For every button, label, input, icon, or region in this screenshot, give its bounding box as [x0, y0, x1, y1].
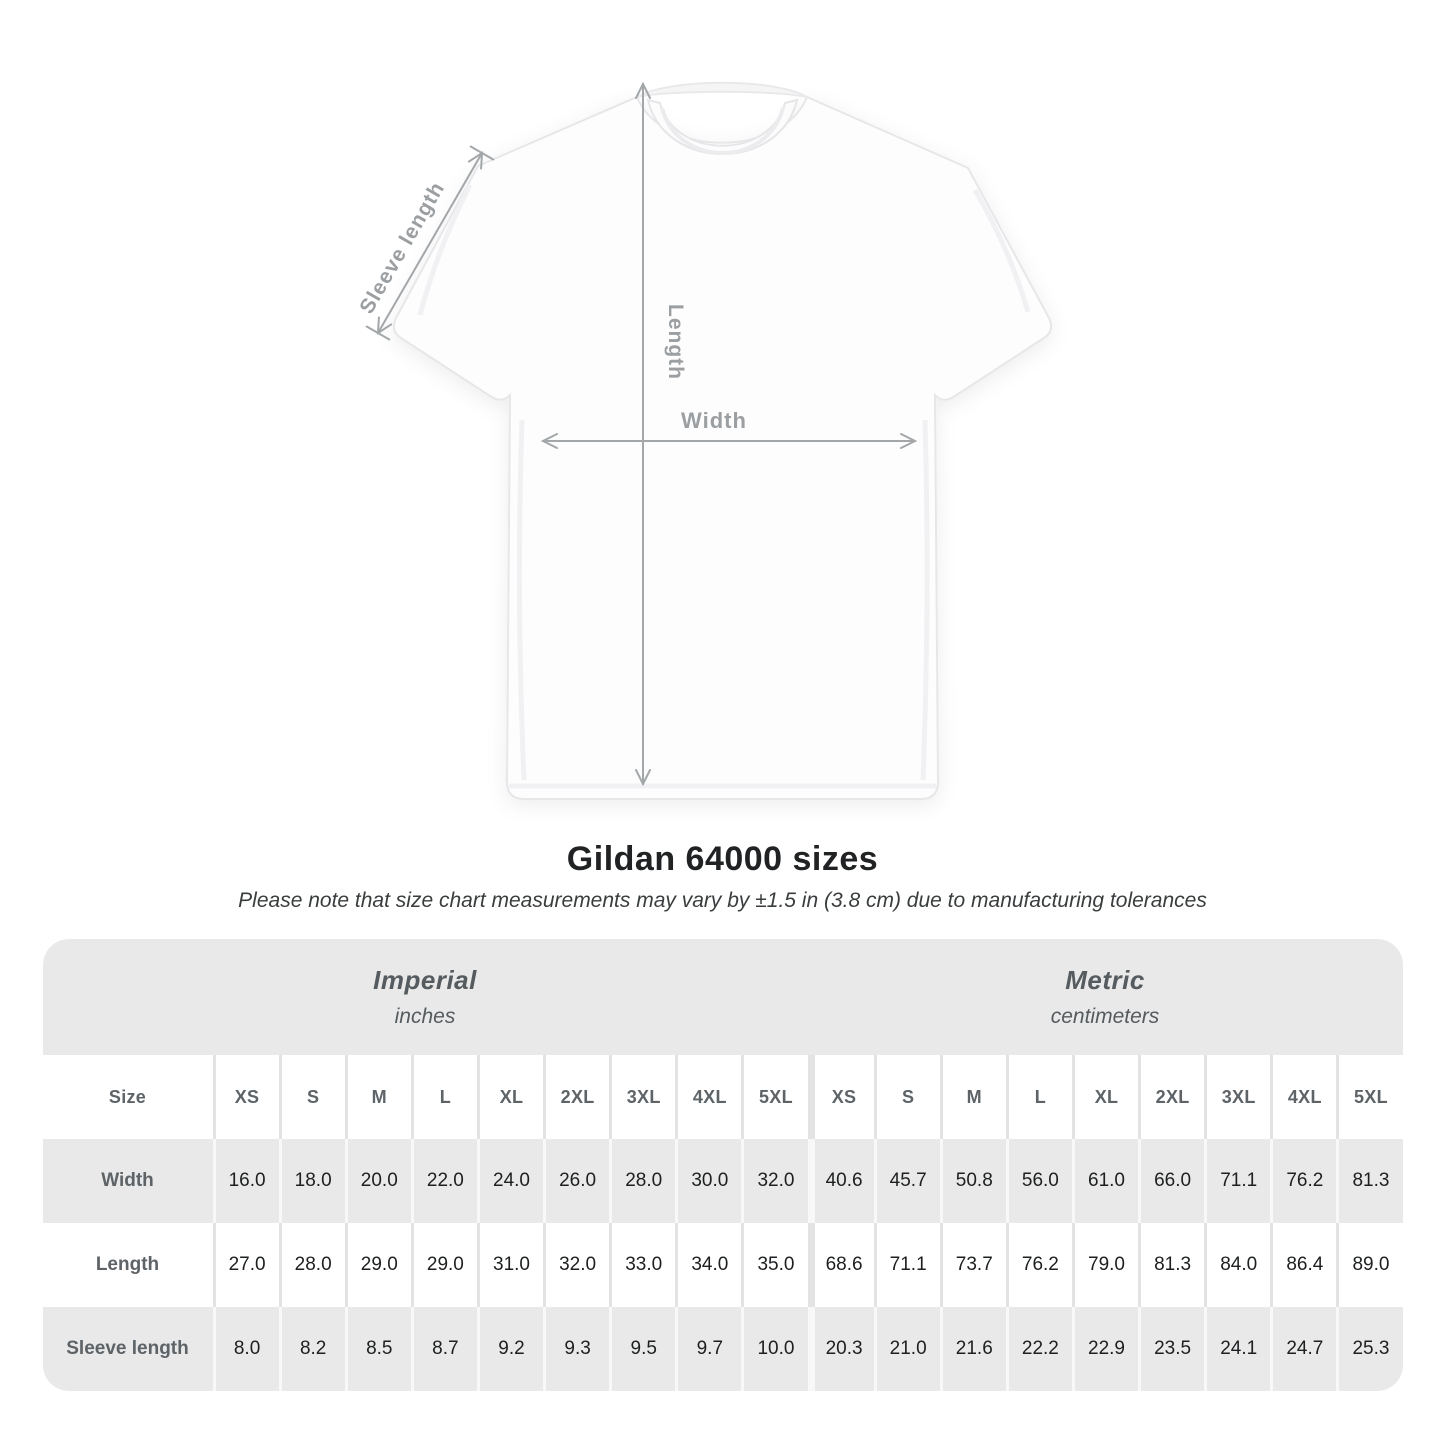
value-cell: 76.2 [1005, 1223, 1072, 1307]
value-cell: 25.3 [1336, 1307, 1403, 1391]
value-cell: 21.6 [939, 1307, 1006, 1391]
value-cell: 26.0 [543, 1139, 610, 1223]
value-cell: 18.0 [278, 1139, 345, 1223]
value-cell: 68.6 [807, 1223, 874, 1307]
value-cell: 35.0 [741, 1223, 808, 1307]
metric-unit: centimeters [1050, 1005, 1160, 1028]
col-header: M [939, 1055, 1006, 1139]
value-cell: 8.5 [344, 1307, 411, 1391]
value-cell: 20.0 [344, 1139, 411, 1223]
value-cell: 32.0 [543, 1223, 610, 1307]
value-cell: 8.2 [278, 1307, 345, 1391]
value-cell: 32.0 [741, 1139, 808, 1223]
col-header: 3XL [1204, 1055, 1271, 1139]
value-cell: 28.0 [278, 1223, 345, 1307]
value-cell: 8.0 [212, 1307, 279, 1391]
value-cell: 21.0 [873, 1307, 940, 1391]
imperial-unit: inches [394, 1005, 456, 1028]
col-header: 2XL [543, 1055, 610, 1139]
value-cell: 8.7 [410, 1307, 477, 1391]
col-header: 4XL [1270, 1055, 1337, 1139]
tshirt-measurement-diagram: Sleeve length Length Width [355, 81, 1053, 800]
value-cell: 81.3 [1138, 1223, 1205, 1307]
col-header: XL [1071, 1055, 1139, 1139]
sleeve-length-arrow [377, 152, 483, 334]
imperial-band: Imperial inches [42, 939, 808, 1055]
value-cell: 24.1 [1204, 1307, 1271, 1391]
value-cell: 29.0 [410, 1223, 477, 1307]
length-label: Length [664, 304, 687, 380]
value-cell: 24.7 [1270, 1307, 1337, 1391]
value-cell: 81.3 [1336, 1139, 1403, 1223]
tshirt-body [392, 95, 1053, 800]
value-cell: 89.0 [1336, 1223, 1403, 1307]
col-header: 5XL [741, 1055, 808, 1139]
value-cell: 23.5 [1138, 1307, 1205, 1391]
col-header: XS [807, 1055, 874, 1139]
value-cell: 10.0 [741, 1307, 808, 1391]
value-cell: 9.7 [675, 1307, 742, 1391]
value-cell: 61.0 [1071, 1139, 1139, 1223]
tshirt-back-collar [636, 81, 808, 98]
value-cell: 73.7 [939, 1223, 1006, 1307]
tshirt-diagram-svg: Sleeve length Length Width [355, 81, 1053, 800]
row-label: Sleeve length [42, 1307, 213, 1391]
value-cell: 9.5 [609, 1307, 676, 1391]
value-cell: 45.7 [873, 1139, 940, 1223]
value-cell: 71.1 [1204, 1139, 1271, 1223]
col-header: S [278, 1055, 345, 1139]
tolerance-note: Please note that size chart measurements… [238, 889, 1207, 912]
value-cell: 56.0 [1005, 1139, 1072, 1223]
value-cell: 29.0 [344, 1223, 411, 1307]
value-cell: 30.0 [675, 1139, 742, 1223]
width-label: Width [681, 408, 747, 433]
value-cell: 22.0 [410, 1139, 477, 1223]
col-header: L [1005, 1055, 1072, 1139]
value-cell: 28.0 [609, 1139, 676, 1223]
value-cell: 16.0 [212, 1139, 279, 1223]
metric-band: Metric centimeters [807, 939, 1403, 1055]
col-header: XL [476, 1055, 544, 1139]
value-cell: 9.3 [543, 1307, 610, 1391]
value-cell: 40.6 [807, 1139, 874, 1223]
col-header: 3XL [609, 1055, 676, 1139]
tshirt-collar-shadow [660, 107, 785, 155]
value-cell: 22.9 [1071, 1307, 1139, 1391]
value-cell: 76.2 [1270, 1139, 1337, 1223]
value-cell: 22.2 [1005, 1307, 1072, 1391]
row-label: Width [42, 1139, 213, 1223]
dimension-lines [365, 81, 918, 787]
value-cell: 66.0 [1138, 1139, 1205, 1223]
value-cell: 31.0 [476, 1223, 544, 1307]
value-cell: 79.0 [1071, 1223, 1139, 1307]
col-header: M [344, 1055, 411, 1139]
value-cell: 50.8 [939, 1139, 1006, 1223]
value-cell: 34.0 [675, 1223, 742, 1307]
col-header: XS [212, 1055, 279, 1139]
value-cell: 71.1 [873, 1223, 940, 1307]
size-table: Imperial inches Metric centimeters Size … [42, 939, 1403, 1391]
size-column-header: Size [42, 1055, 213, 1139]
value-cell: 84.0 [1204, 1223, 1271, 1307]
value-cell: 27.0 [212, 1223, 279, 1307]
col-header: L [410, 1055, 477, 1139]
imperial-title: Imperial [373, 965, 477, 995]
col-header: S [873, 1055, 940, 1139]
value-cell: 24.0 [476, 1139, 544, 1223]
tshirt-fold-shading [417, 183, 1031, 789]
metric-title: Metric [1065, 965, 1145, 995]
col-header: 2XL [1138, 1055, 1205, 1139]
value-cell: 86.4 [1270, 1223, 1337, 1307]
value-cell: 33.0 [609, 1223, 676, 1307]
value-cell: 20.3 [807, 1307, 874, 1391]
value-cell: 9.2 [476, 1307, 544, 1391]
page-title: Gildan 64000 sizes [566, 840, 879, 878]
col-header: 4XL [675, 1055, 742, 1139]
col-header: 5XL [1336, 1055, 1403, 1139]
row-label: Length [42, 1223, 213, 1307]
